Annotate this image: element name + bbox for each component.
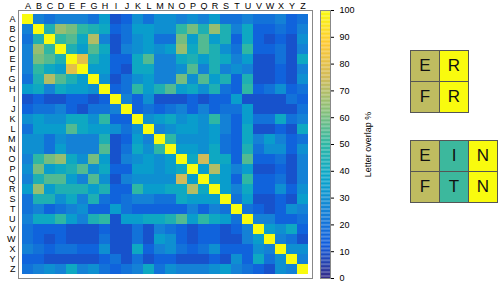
svg-text:R: R — [212, 1, 219, 11]
svg-text:Y: Y — [9, 254, 15, 264]
svg-text:J: J — [11, 104, 16, 114]
svg-text:Q: Q — [200, 1, 207, 11]
svg-text:B: B — [9, 24, 15, 34]
html-text:E: E — [419, 146, 431, 165]
svg-text:70: 70 — [340, 86, 350, 96]
svg-text:P: P — [9, 164, 15, 174]
svg-text:L: L — [10, 124, 15, 134]
html-text:E: E — [419, 56, 431, 75]
svg-text:O: O — [178, 1, 185, 11]
svg-text:Q: Q — [8, 174, 15, 184]
html-text:F: F — [419, 87, 431, 106]
svg-text:G: G — [8, 74, 15, 84]
svg-text:P: P — [190, 1, 196, 11]
svg-text:U: U — [245, 1, 252, 11]
svg-text:90: 90 — [340, 32, 350, 42]
svg-text:10: 10 — [340, 247, 350, 257]
svg-text:C: C — [47, 1, 54, 11]
svg-text:K: K — [135, 1, 141, 11]
svg-text:G: G — [90, 1, 97, 11]
html-text:N: N — [476, 177, 490, 196]
html-text:R: R — [447, 56, 461, 75]
svg-text:100: 100 — [340, 5, 355, 15]
svg-text:M: M — [8, 134, 16, 144]
svg-text:F: F — [10, 64, 16, 74]
html-text:F: F — [419, 177, 431, 196]
svg-text:J: J — [125, 1, 130, 11]
svg-text:F: F — [80, 1, 86, 11]
svg-text:E: E — [69, 1, 75, 11]
svg-text:E: E — [9, 54, 15, 64]
svg-text:20: 20 — [340, 220, 350, 230]
svg-text:N: N — [168, 1, 175, 11]
svg-text:Y: Y — [289, 1, 295, 11]
svg-text:I: I — [115, 1, 118, 11]
svg-text:D: D — [9, 44, 16, 54]
svg-text:C: C — [9, 34, 16, 44]
svg-text:I: I — [13, 94, 16, 104]
svg-text:Letter overlap %: Letter overlap % — [363, 112, 373, 178]
svg-text:X: X — [9, 244, 15, 254]
svg-text:U: U — [9, 214, 16, 224]
svg-text:50: 50 — [340, 139, 350, 149]
svg-text:80: 80 — [340, 59, 350, 69]
svg-text:B: B — [36, 1, 42, 11]
svg-text:0: 0 — [340, 273, 345, 282]
svg-text:V: V — [256, 1, 262, 11]
svg-text:R: R — [9, 184, 16, 194]
html-text:T: T — [448, 177, 460, 196]
svg-text:60: 60 — [340, 113, 350, 123]
svg-text:M: M — [156, 1, 164, 11]
svg-text:S: S — [9, 194, 15, 204]
html-text:N: N — [476, 146, 490, 165]
svg-text:H: H — [9, 84, 16, 94]
svg-text:W: W — [7, 234, 16, 244]
svg-text:D: D — [58, 1, 65, 11]
svg-text:Z: Z — [10, 264, 16, 274]
svg-text:30: 30 — [340, 193, 350, 203]
svg-text:X: X — [278, 1, 284, 11]
html-text:R: R — [447, 87, 461, 106]
svg-text:O: O — [8, 154, 15, 164]
svg-text:L: L — [146, 1, 151, 11]
svg-text:Z: Z — [300, 1, 306, 11]
svg-text:K: K — [9, 114, 15, 124]
svg-text:T: T — [10, 204, 16, 214]
svg-text:A: A — [9, 14, 15, 24]
svg-text:A: A — [25, 1, 31, 11]
svg-text:T: T — [234, 1, 240, 11]
html-text:I: I — [451, 146, 457, 165]
svg-text:N: N — [9, 144, 16, 154]
svg-text:V: V — [9, 224, 15, 234]
svg-text:W: W — [266, 1, 275, 11]
svg-text:40: 40 — [340, 166, 350, 176]
svg-text:S: S — [223, 1, 229, 11]
svg-text:H: H — [102, 1, 109, 11]
